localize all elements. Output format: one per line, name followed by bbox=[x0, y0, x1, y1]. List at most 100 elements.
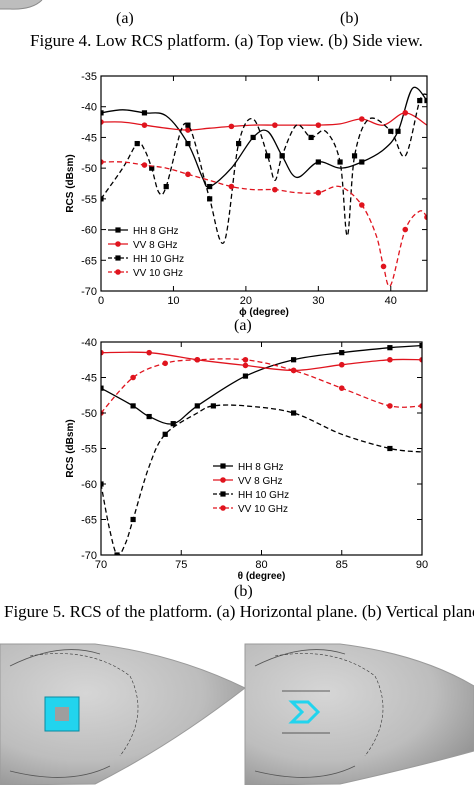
chart-0-legend-label: VV 8 GHz bbox=[133, 240, 177, 251]
chart-1-legend-item: HH 10 GHz bbox=[213, 490, 289, 501]
chart-0-series-3-point bbox=[315, 189, 322, 196]
chart-0-ytick-label: -35 bbox=[81, 71, 97, 83]
chart-0-series-2-point bbox=[388, 128, 394, 134]
chart-0-series-0-point bbox=[395, 128, 401, 134]
figure4-label-b: (b) bbox=[340, 10, 359, 27]
chart-0-series-1-point bbox=[228, 123, 235, 130]
chart-1-series-2-point bbox=[114, 552, 120, 555]
chart-1-series-1-point bbox=[242, 362, 249, 369]
chart-0-series-3-point bbox=[272, 186, 278, 193]
chart-1-series-1-point bbox=[387, 356, 393, 363]
chart-1-series-1-point bbox=[338, 361, 345, 368]
chart-1-series-2-point bbox=[291, 410, 297, 416]
chart-0-series-1-point bbox=[402, 110, 409, 116]
chart-1-legend-item: VV 10 GHz bbox=[213, 504, 288, 515]
chart-1-xtick-label: 85 bbox=[336, 559, 348, 571]
chart-1-xtick-label: 75 bbox=[175, 559, 187, 571]
chart-1-series-0-point bbox=[130, 403, 136, 409]
chart-0-series-0-point bbox=[185, 140, 191, 147]
chart-0-legend-item: VV 8 GHz bbox=[108, 240, 177, 251]
chart-1-ytick-label: -65 bbox=[81, 515, 97, 527]
chart-0-ytick-label: -65 bbox=[81, 255, 97, 267]
chart-1-series-3-point bbox=[130, 374, 136, 381]
figure5-caption: Figure 5. RCS of the platform. (a) Horiz… bbox=[4, 602, 474, 621]
chart-0-series-0-line bbox=[101, 86, 427, 188]
chart-0-legend-marker bbox=[115, 241, 121, 247]
chart-0-ytick-label: -50 bbox=[81, 163, 97, 175]
chart-0-legend-item: HH 10 GHz bbox=[108, 254, 184, 265]
chart-0-series-1-point bbox=[315, 122, 322, 128]
chart-0-series-0-point bbox=[315, 159, 321, 165]
chart-0-series-0-point bbox=[141, 110, 148, 116]
chart-0-series-2 bbox=[101, 93, 427, 245]
chart-0-series-3-point bbox=[402, 226, 409, 233]
chart-0-series-2-point bbox=[279, 153, 285, 159]
chart-vertical-plane: 70 75 80 85 90 -40 -45 -50 -55 -60 -65 -70 θ (degree… bbox=[65, 337, 428, 582]
chart-0-ylabel: RCS (dBsm) bbox=[65, 154, 76, 212]
chart-1-series-0-point bbox=[387, 345, 393, 351]
chart-1-legend-label: HH 8 GHz bbox=[238, 462, 284, 473]
chart-1-series-2-point bbox=[210, 403, 216, 409]
chart-1-legend-label: HH 10 GHz bbox=[238, 490, 289, 501]
figure4-platform-remnant bbox=[0, 0, 43, 10]
chart-1-series-0-point bbox=[170, 421, 176, 427]
chart-1-xtick-label: 70 bbox=[95, 559, 107, 571]
chart-0-xtick-label: 10 bbox=[167, 295, 179, 307]
chart-0-legend-item: VV 10 GHz bbox=[108, 268, 183, 279]
chart-1-legend-item: VV 8 GHz bbox=[213, 476, 282, 487]
figure4-caption: Figure 4. Low RCS platform. (a) Top view… bbox=[30, 31, 423, 50]
chart-0-legend-marker bbox=[115, 227, 121, 233]
chart-0-series-2-point bbox=[417, 97, 423, 104]
chart-1-frame bbox=[100, 341, 423, 556]
chart-1-series-0-line bbox=[101, 344, 422, 425]
chart-0-series-2-point bbox=[207, 196, 213, 202]
chart-0-series-1-line bbox=[101, 112, 427, 131]
chart-1-series-3 bbox=[101, 356, 422, 416]
chart-1-legend-marker bbox=[220, 505, 226, 511]
chart-0-legend-marker bbox=[115, 269, 121, 275]
chart-1-series-0-point bbox=[339, 350, 345, 356]
chart-1-series-1-point bbox=[419, 356, 422, 363]
chart-0-legend-item: HH 8 GHz bbox=[108, 226, 179, 237]
chart-1-series-0-point bbox=[194, 403, 200, 409]
chart-0-series-1-point bbox=[272, 122, 278, 128]
chart-1-ylabel: RCS (dBsm) bbox=[65, 419, 76, 477]
chart-0-legend-label: HH 10 GHz bbox=[133, 254, 184, 265]
chart-0-ytick-label: -40 bbox=[81, 102, 97, 114]
chart-0-series-1 bbox=[101, 110, 427, 133]
chart-0-series-3-point bbox=[424, 214, 427, 221]
chart-1-series-3-point bbox=[338, 385, 345, 391]
chart-1-series-1-point bbox=[101, 349, 104, 356]
chart-0-series-3-point bbox=[228, 183, 235, 190]
chart-1-series-0-point bbox=[242, 373, 249, 379]
chart-1-ytick-label: -70 bbox=[81, 550, 97, 562]
chart-0-series-2-point bbox=[185, 122, 191, 128]
chart-1-series-3-point bbox=[419, 403, 422, 409]
chart-1-series-2-point bbox=[130, 516, 136, 523]
chart-0-series-3-point bbox=[359, 202, 365, 208]
chart-0-legend-label: VV 10 GHz bbox=[133, 268, 183, 279]
chart-0-series-2-point bbox=[351, 153, 358, 159]
chart-1-legend-marker bbox=[220, 477, 226, 483]
chart-1-series-1-point bbox=[146, 349, 152, 356]
chart-0-xtick-label: 20 bbox=[240, 295, 252, 307]
chart-0-series-3 bbox=[101, 159, 427, 287]
chart-1-legend-item: HH 8 GHz bbox=[213, 462, 284, 473]
chart-0-ytick-label: -70 bbox=[81, 286, 97, 298]
chart-0-series-2-point bbox=[149, 165, 155, 171]
chart-1-series-3-point bbox=[162, 360, 168, 367]
chart-a-label: (a) bbox=[234, 317, 252, 334]
chart-0-xtick-label: 40 bbox=[385, 295, 397, 307]
chart-0-series-0-point bbox=[359, 159, 365, 165]
chart-0-legend-marker bbox=[115, 255, 121, 261]
chart-1-xtick-label: 80 bbox=[255, 559, 267, 571]
chart-0-xtick-label: 0 bbox=[98, 295, 104, 307]
chart-1-xtick-label: 90 bbox=[416, 559, 428, 571]
chart-1-series-0-point bbox=[101, 385, 104, 391]
chart-1-series-3-point bbox=[242, 356, 249, 363]
chart-1-series-3-point bbox=[290, 367, 297, 374]
chart-1-ytick-label: -55 bbox=[81, 444, 97, 456]
chart-horizontal-plane: 0 10 20 30 40 -35 -40 -45 -50 -55 -60 -65 -70 ϕ (degr… bbox=[65, 71, 428, 318]
chart-1-legend-label: VV 10 GHz bbox=[238, 504, 288, 515]
chart-1-series-2-point bbox=[162, 431, 168, 437]
